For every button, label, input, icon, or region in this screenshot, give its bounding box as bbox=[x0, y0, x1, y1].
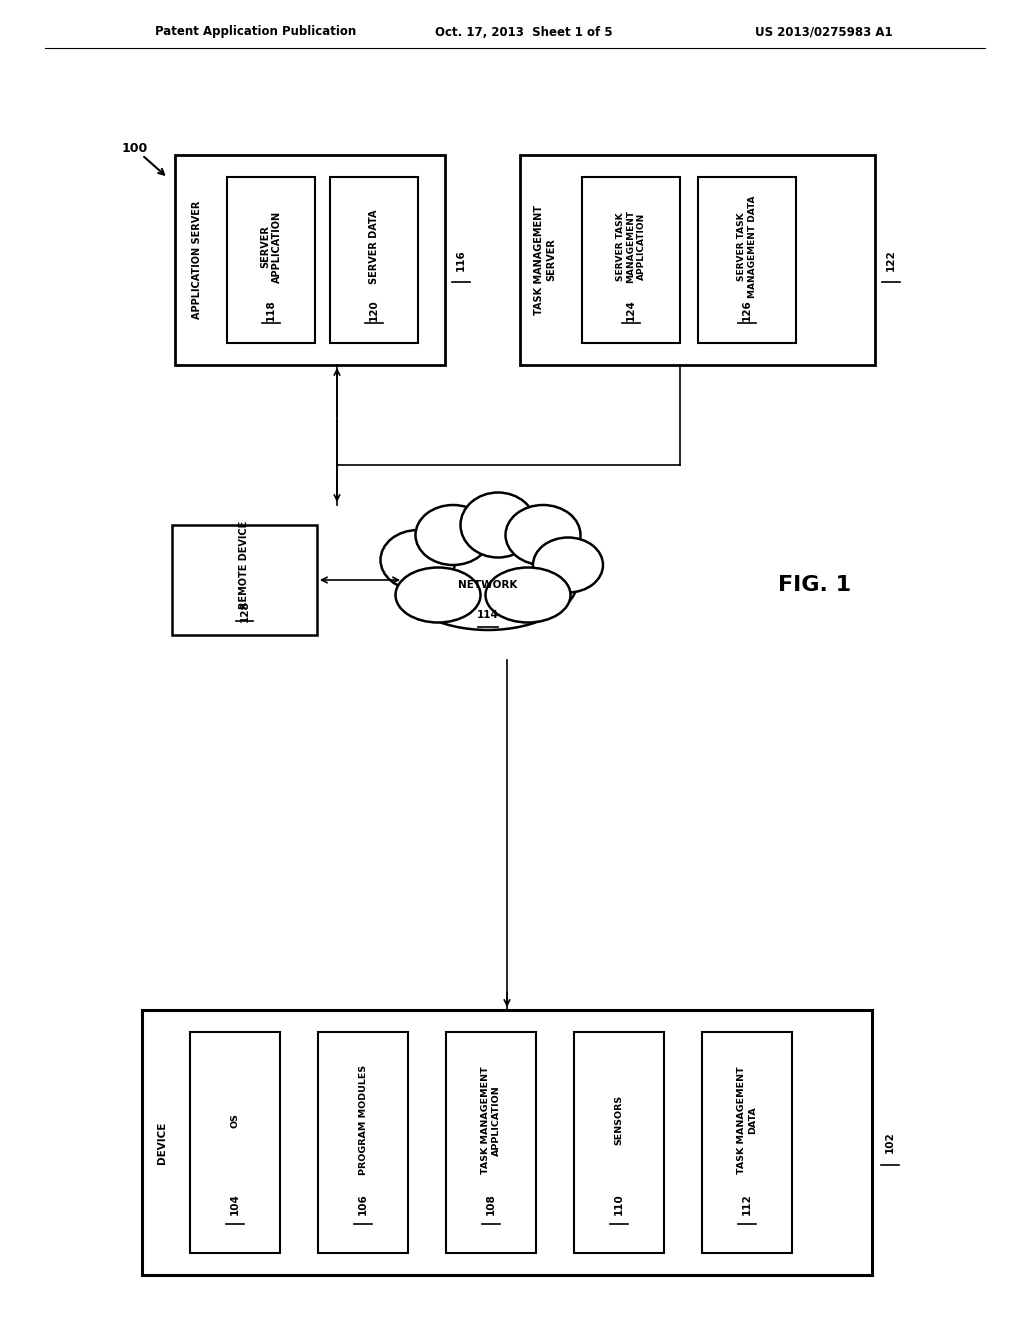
Text: 104: 104 bbox=[230, 1193, 240, 1216]
Bar bbox=[172, 525, 317, 635]
Bar bbox=[318, 1032, 408, 1253]
Ellipse shape bbox=[461, 492, 536, 557]
Bar bbox=[190, 1032, 280, 1253]
Bar bbox=[582, 177, 680, 343]
Bar bbox=[702, 1032, 792, 1253]
Ellipse shape bbox=[506, 506, 581, 565]
Text: OS: OS bbox=[230, 1113, 240, 1127]
Ellipse shape bbox=[378, 500, 598, 660]
Text: SERVER TASK
MANAGEMENT DATA: SERVER TASK MANAGEMENT DATA bbox=[737, 195, 757, 298]
Bar bbox=[446, 1032, 536, 1253]
Text: Oct. 17, 2013  Sheet 1 of 5: Oct. 17, 2013 Sheet 1 of 5 bbox=[435, 25, 612, 38]
Bar bbox=[698, 177, 796, 343]
Ellipse shape bbox=[381, 531, 456, 590]
Text: 126: 126 bbox=[742, 298, 752, 321]
Text: US 2013/0275983 A1: US 2013/0275983 A1 bbox=[755, 25, 893, 38]
Text: TASK MANAGEMENT
DATA: TASK MANAGEMENT DATA bbox=[737, 1067, 757, 1175]
Text: SERVER TASK
MANAGEMENT
APPLICATION: SERVER TASK MANAGEMENT APPLICATION bbox=[616, 210, 646, 284]
Ellipse shape bbox=[416, 506, 490, 565]
Text: SERVER
APPLICATION: SERVER APPLICATION bbox=[260, 211, 282, 282]
Bar bbox=[574, 1032, 664, 1253]
Text: 114: 114 bbox=[477, 610, 499, 620]
Text: APPLICATION SERVER: APPLICATION SERVER bbox=[193, 201, 202, 319]
Text: 100: 100 bbox=[122, 141, 148, 154]
Text: 106: 106 bbox=[358, 1193, 368, 1216]
Text: Patent Application Publication: Patent Application Publication bbox=[155, 25, 356, 38]
Bar bbox=[520, 154, 874, 366]
Text: 108: 108 bbox=[486, 1193, 496, 1216]
Text: 118: 118 bbox=[266, 298, 276, 321]
Ellipse shape bbox=[534, 537, 603, 593]
Ellipse shape bbox=[485, 568, 570, 623]
Text: TASK MANAGEMENT
APPLICATION: TASK MANAGEMENT APPLICATION bbox=[481, 1067, 501, 1175]
Text: TASK MANAGEMENT
SERVER: TASK MANAGEMENT SERVER bbox=[535, 205, 556, 315]
Text: SERVER DATA: SERVER DATA bbox=[369, 210, 379, 284]
Text: FIG. 1: FIG. 1 bbox=[778, 576, 852, 595]
Bar bbox=[330, 177, 418, 343]
Text: 120: 120 bbox=[369, 298, 379, 321]
Ellipse shape bbox=[398, 531, 578, 630]
Text: PROGRAM MODULES: PROGRAM MODULES bbox=[358, 1065, 368, 1176]
Text: 128: 128 bbox=[240, 599, 250, 622]
Bar bbox=[142, 1010, 872, 1275]
Text: REMOTE DEVICE: REMOTE DEVICE bbox=[240, 520, 250, 609]
Text: NETWORK: NETWORK bbox=[459, 579, 518, 590]
Text: 102: 102 bbox=[885, 1131, 895, 1154]
Ellipse shape bbox=[395, 568, 480, 623]
Text: 122: 122 bbox=[886, 249, 896, 271]
Bar bbox=[227, 177, 315, 343]
Text: SENSORS: SENSORS bbox=[614, 1096, 624, 1146]
Text: 112: 112 bbox=[742, 1193, 752, 1216]
Text: DEVICE: DEVICE bbox=[157, 1121, 167, 1164]
Text: 124: 124 bbox=[626, 298, 636, 321]
Text: 116: 116 bbox=[456, 249, 466, 271]
Bar bbox=[175, 154, 445, 366]
Text: 110: 110 bbox=[614, 1193, 624, 1216]
